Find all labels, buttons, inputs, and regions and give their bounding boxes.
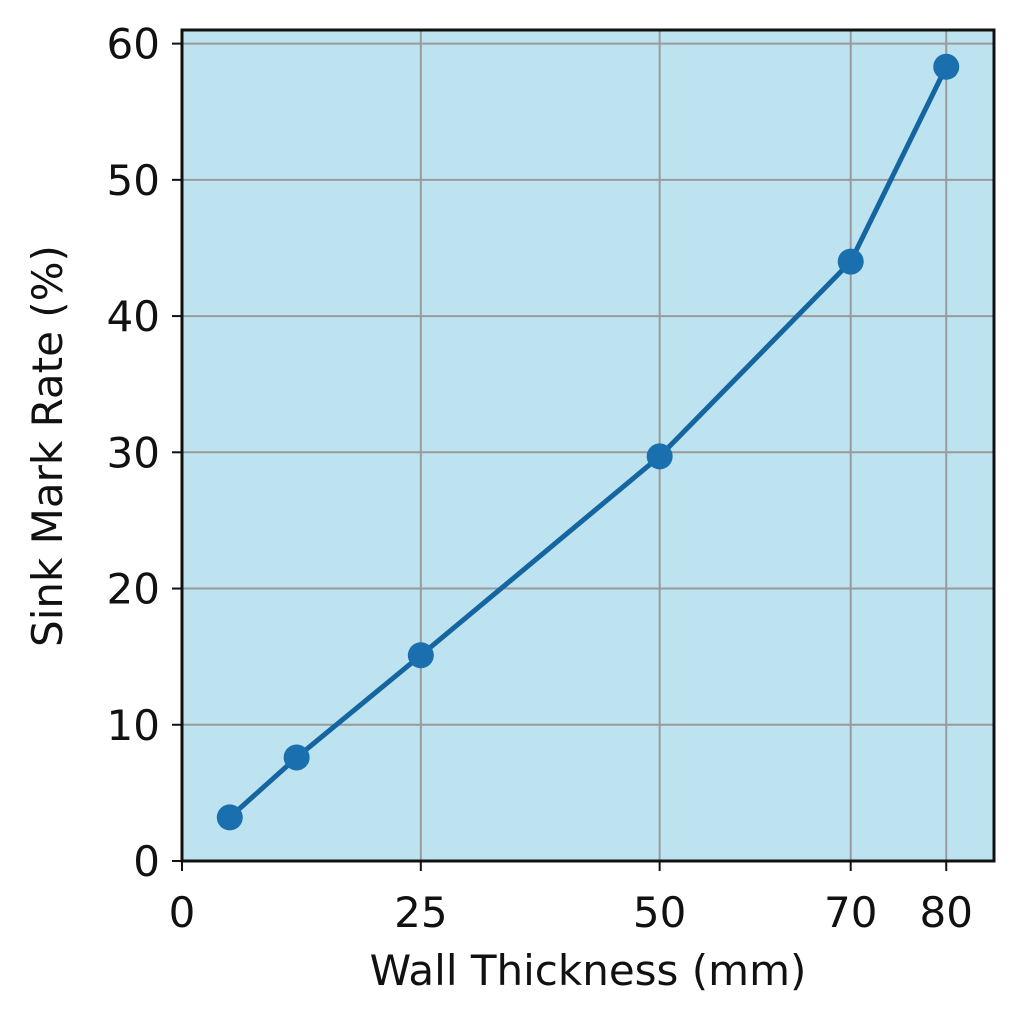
series-line	[228, 65, 949, 820]
x-axis-label: Wall Thickness (mm)	[370, 946, 807, 995]
y-tick-label: 50	[107, 156, 160, 205]
plot-background	[182, 30, 994, 861]
data-point	[646, 443, 673, 470]
x-tick-label: 25	[394, 888, 447, 937]
ticks: 0 25 50 70 80 0 10 20 30 40 50 60	[107, 20, 973, 937]
plot-frame	[180, 28, 996, 863]
y-tick-label: 30	[107, 428, 160, 477]
y-axis-label: Sink Mark Rate (%)	[23, 245, 72, 647]
x-tick-label: 70	[824, 888, 877, 937]
series-layer	[216, 53, 960, 831]
y-tick-label: 0	[133, 837, 160, 886]
axes	[180, 28, 996, 863]
y-tick-label: 40	[107, 292, 160, 341]
data-point	[837, 248, 864, 275]
y-tick-label: 60	[107, 20, 160, 69]
data-point	[283, 744, 310, 771]
x-tick-label: 80	[920, 888, 973, 937]
y-tick-label: 20	[107, 565, 160, 614]
x-tick-label: 50	[633, 888, 686, 937]
data-point	[933, 53, 960, 80]
data-point	[216, 804, 243, 831]
data-point	[407, 642, 434, 669]
y-tick-label: 10	[107, 701, 160, 750]
x-tick-label: 0	[169, 888, 196, 937]
